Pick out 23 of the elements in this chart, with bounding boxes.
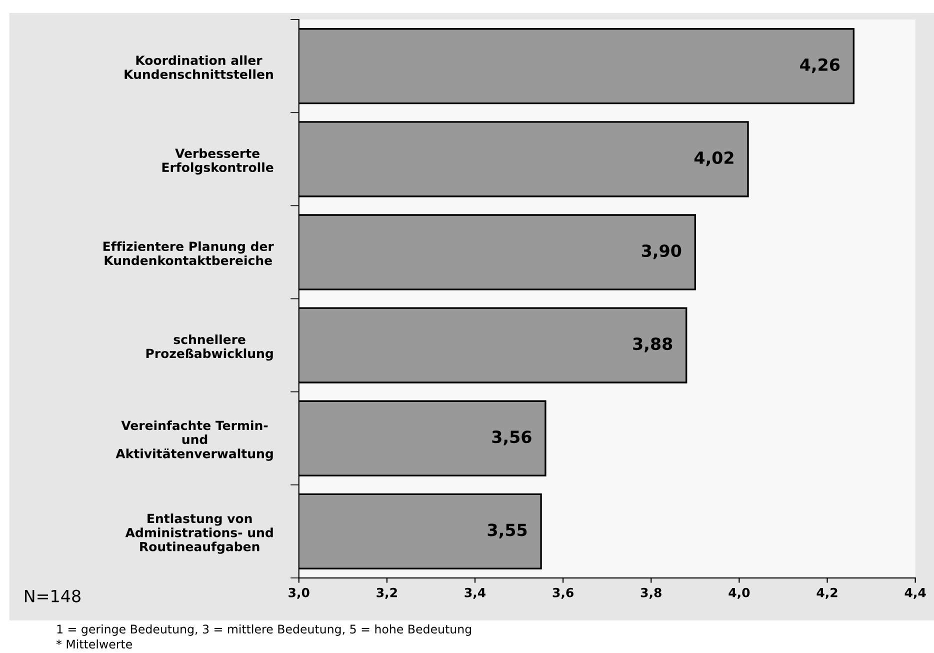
data-label: 3,88 (633, 338, 672, 352)
y-tick-label: schnellere Prozeßabwicklung (146, 334, 273, 361)
x-tick-label: 4,2 (816, 588, 838, 599)
y-tick-label: Effizientere Planung der Kundenkontaktbereiche (103, 241, 274, 266)
x-tick-label: 3,4 (464, 588, 486, 599)
x-tick-label: 4,0 (728, 588, 750, 599)
y-tick-label: Vereinfachte Termin- und Aktivitätenverwaltung (116, 420, 273, 461)
data-label: 3,56 (492, 430, 532, 446)
text: * Mittelwerte (56, 639, 132, 649)
text: N=148 (24, 590, 80, 602)
x-tick-label: 3,2 (376, 588, 397, 599)
x-tick-label: 3,0 (288, 588, 310, 599)
y-tick-label: Koordination aller Kundenschnittstellen (124, 55, 273, 79)
text: 1 = geringe Bedeutung, 3 = mittlere Bedeutung, 5 = hohe Bedeutung (57, 624, 472, 636)
x-tick-label: 4,4 (904, 588, 926, 599)
x-tick-label: 3,6 (552, 588, 574, 599)
x-tick-label: 3,8 (640, 588, 662, 599)
data-label: 3,55 (488, 524, 527, 538)
data-label: 4,26 (800, 58, 840, 74)
data-label: 4,02 (694, 151, 734, 166)
y-tick-label: Verbesserte Erfolgskontrolle (162, 148, 274, 175)
y-tick-label: Entlastung von Administrations- und Routineaufgaben (125, 514, 273, 554)
data-label: 3,90 (642, 244, 682, 260)
